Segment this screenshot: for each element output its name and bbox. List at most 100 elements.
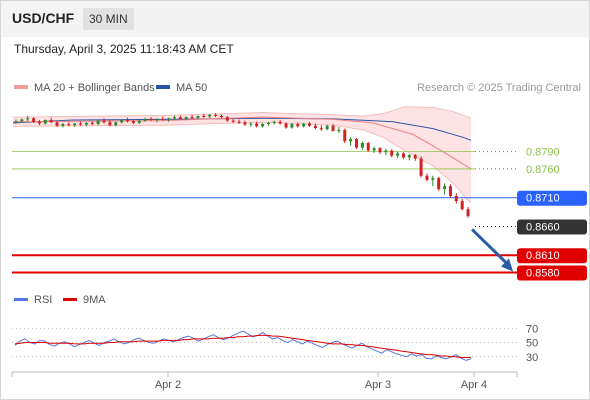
candle-body [231,120,235,122]
candle-body [313,125,317,129]
candle-body [137,120,141,123]
level-label: 0.8610 [526,250,560,262]
rsi-ma-line [14,334,471,358]
candle-body [308,123,312,126]
timeframe-badge[interactable]: 30 MIN [83,8,134,30]
candle-body [337,129,341,131]
rsi-line [14,330,472,361]
candle-body [214,114,218,116]
level-label-box [517,190,587,206]
candle-body [96,120,100,125]
candle-body [448,186,452,196]
ma20-legend-swatch [14,85,28,89]
candle-body [190,117,194,119]
candle-body [302,123,306,127]
candle-body [49,120,53,123]
candle-body [120,120,124,123]
candle-body [131,121,135,123]
candle-body [167,118,171,120]
candle-body [366,143,370,151]
candle-body [126,120,129,122]
ma20-line [12,116,472,170]
candle-body [172,117,176,119]
candle-body [55,122,59,126]
candle-body [384,150,388,153]
candle-body [266,122,270,125]
candle-body [208,114,212,117]
forecast-arrow-shaft [471,228,510,266]
forecast-arrow-head [501,258,513,272]
candle-body [454,195,458,202]
rsi-ma-legend-label: 9MA [83,294,106,306]
bollinger-band [13,106,471,204]
candle-body [319,128,323,130]
bollinger-upper-line [12,106,472,119]
candle-body [466,209,470,217]
candle-body [290,124,294,128]
candle-body [237,121,241,123]
candle-body [360,143,364,148]
candle-body [372,148,376,151]
rsi-tick-label: 70 [526,323,538,335]
x-axis-tick-label: Apr 3 [365,379,391,391]
candle-body [202,115,206,117]
level-label: 0.8710 [526,193,560,205]
candle-body [261,124,265,127]
candle-body [84,122,88,125]
candle-body [349,139,353,142]
candle-body [61,124,65,126]
candle-body [178,117,182,119]
candle-body [419,158,423,176]
rsi-panel: 70 50 30 [12,323,538,364]
candle-body [407,155,411,158]
candle-body [73,123,77,126]
candle-body [284,123,288,128]
header-bar: USD/CHF 30 MIN [1,1,589,37]
ma50-legend-swatch [156,85,170,89]
candle-body [255,123,259,127]
candle-body [37,121,41,124]
candle-body [331,125,335,131]
candle-body [184,117,188,119]
candle-body [355,139,358,148]
level-label: 0.8660 [526,221,560,233]
candle-body [431,178,435,180]
candle-body [32,118,36,122]
candle-body [249,123,253,125]
rsi-tick-label: 50 [526,338,538,350]
candle-body [401,153,405,158]
candle-body [114,122,118,126]
candle-body [437,178,441,190]
candle-body [243,122,247,125]
candle-body [413,155,417,159]
timestamp: Thursday, April 3, 2025 11:18:43 AM CET [14,42,234,56]
x-axis: Apr 2 Apr 3 Apr 4 [155,372,487,391]
x-axis-tick-label: Apr 2 [155,379,181,391]
candle-body [278,121,282,124]
candle-body [26,118,30,120]
candle-body [396,153,400,156]
candle-body [378,148,382,153]
candle-body [443,186,447,190]
level-label: 0.8760 [526,164,560,176]
candle-body [272,121,276,123]
candle-body [102,120,106,123]
source-credit: Research © 2025 Trading Central [417,82,581,94]
rsi-tick-label: 30 [526,352,538,364]
candle-body [43,120,47,124]
candle-body [219,115,223,118]
candle-body [296,124,300,127]
candle-body [108,122,112,126]
candle-body [155,118,159,121]
level-label-box [517,248,587,264]
ma50-legend-label: MA 50 [176,82,207,94]
candle-body [149,118,153,121]
candle-body [425,175,429,180]
candle-body [143,118,147,121]
price-panel: 0.8790 0.8760 0.8710 0.8660 0.8610 0.8580 [12,106,587,281]
candle-body [460,201,464,210]
symbol-title: USD/CHF [12,10,75,26]
candle-body [390,150,394,156]
